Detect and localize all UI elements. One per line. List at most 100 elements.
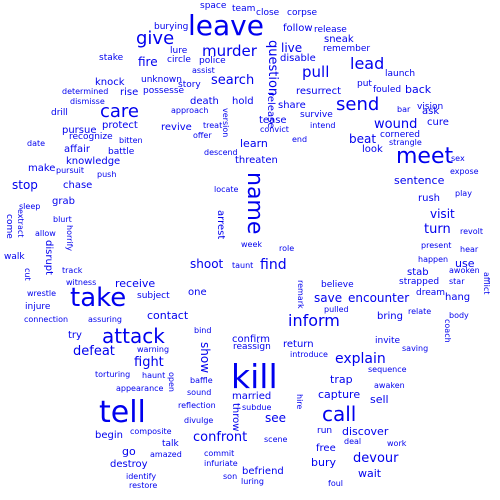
word: work xyxy=(387,439,407,448)
word: protect xyxy=(102,120,138,131)
word: possesse xyxy=(143,86,185,96)
word: chase xyxy=(63,180,93,191)
word: launch xyxy=(385,69,416,79)
word: rise xyxy=(120,87,139,98)
word: sex xyxy=(451,154,465,163)
word: bind xyxy=(194,326,212,335)
word: assist xyxy=(192,66,215,75)
word: team xyxy=(232,4,256,14)
word: burying xyxy=(154,22,189,32)
word: assuring xyxy=(88,315,122,324)
word: sequence xyxy=(368,365,407,374)
word: show xyxy=(198,342,212,374)
word: strapped xyxy=(399,277,440,287)
word: befriend xyxy=(242,466,284,477)
word: share xyxy=(278,100,306,111)
word: baffle xyxy=(190,376,213,385)
word: bitten xyxy=(119,136,143,145)
word: confront xyxy=(193,430,248,445)
word: trap xyxy=(330,373,353,386)
word: inform xyxy=(288,311,340,330)
word: story xyxy=(178,80,201,90)
word: close xyxy=(256,8,280,18)
word: locate xyxy=(214,185,239,194)
word: push xyxy=(97,170,117,179)
word: release xyxy=(265,92,276,129)
word: come xyxy=(4,214,14,239)
word: disable xyxy=(280,53,316,64)
word: defeat xyxy=(73,344,115,359)
word: introduce xyxy=(290,350,328,359)
word: receive xyxy=(115,277,156,290)
word: recognize xyxy=(69,132,113,142)
word: lead xyxy=(350,54,385,73)
word: circle xyxy=(167,55,191,65)
word: pursue xyxy=(62,125,97,136)
word: call xyxy=(322,402,357,426)
word: murder xyxy=(202,42,257,60)
word: threaten xyxy=(235,155,278,166)
word: encounter xyxy=(348,291,410,305)
word: reassign xyxy=(233,342,271,352)
word: intend xyxy=(310,121,336,130)
word: determined xyxy=(62,87,109,96)
word: walk xyxy=(4,252,25,262)
word: stab xyxy=(407,267,429,278)
word: fouled xyxy=(373,85,402,95)
word: send xyxy=(336,94,380,115)
word: married xyxy=(232,391,272,402)
word: witness xyxy=(66,278,97,287)
word: stop xyxy=(12,178,38,192)
word: offer xyxy=(193,131,212,140)
word: open xyxy=(167,372,176,392)
word: torturing xyxy=(95,370,131,379)
word: save xyxy=(314,291,343,305)
word: arrest xyxy=(215,210,226,240)
word: tell xyxy=(99,395,146,430)
word: meet xyxy=(396,144,454,169)
word: extract xyxy=(16,209,25,238)
word: play xyxy=(455,189,472,198)
word: afflict xyxy=(482,272,491,295)
word: turn xyxy=(424,222,451,237)
word: end xyxy=(292,135,308,144)
word: injure xyxy=(25,302,51,312)
word: wait xyxy=(358,467,382,480)
word: learn xyxy=(240,137,268,150)
word: track xyxy=(62,266,83,275)
word: awoken xyxy=(449,266,480,275)
word: search xyxy=(211,73,255,88)
word: treat xyxy=(203,121,223,130)
word: question xyxy=(265,40,280,97)
word: sound xyxy=(187,388,212,397)
word: find xyxy=(260,257,287,273)
word: vision xyxy=(417,102,444,112)
word: cure xyxy=(427,117,449,128)
word: release xyxy=(314,25,347,35)
word: convict xyxy=(260,125,289,134)
word: follow xyxy=(283,23,313,34)
word: bury xyxy=(311,456,336,469)
word: version xyxy=(221,108,230,138)
word: run xyxy=(317,426,333,436)
word: pull xyxy=(302,63,330,81)
word: free xyxy=(316,443,336,454)
word: deal xyxy=(344,437,362,446)
word: star xyxy=(449,277,465,286)
word: subject xyxy=(137,291,170,301)
word: son xyxy=(223,472,238,481)
word: pursuit xyxy=(56,166,85,175)
word: horrify xyxy=(65,225,74,252)
word: body xyxy=(449,311,469,320)
word: contact xyxy=(147,309,189,322)
word: present xyxy=(421,241,452,250)
word: fight xyxy=(134,355,164,370)
word: devour xyxy=(353,451,399,466)
word: throw xyxy=(230,403,241,432)
word: foul xyxy=(328,479,344,488)
word: connection xyxy=(24,315,69,324)
word: relate xyxy=(408,307,432,316)
word: live xyxy=(281,41,303,55)
word: survive xyxy=(300,110,333,120)
word: take xyxy=(70,283,127,313)
